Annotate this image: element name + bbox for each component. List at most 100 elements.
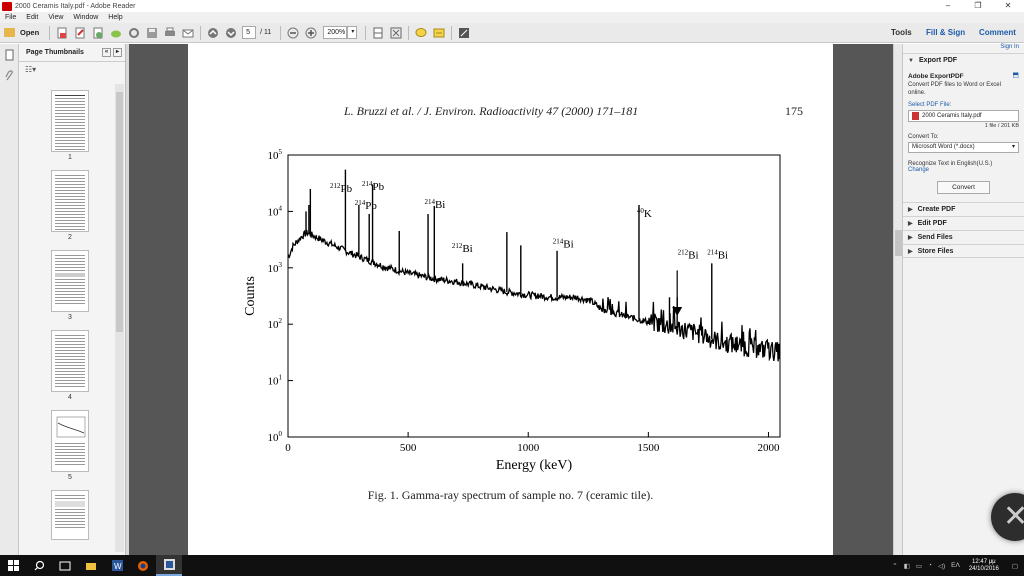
page-thumbnails-icon[interactable] [4, 49, 15, 63]
print-preview-icon[interactable] [90, 25, 106, 41]
windows-start-icon[interactable] [0, 555, 26, 576]
export-pdf-body: Adobe ExportPDF ⬒ Convert PDF files to W… [903, 67, 1024, 194]
export-pdf-section-header[interactable]: ▼ Export PDF [903, 53, 1024, 67]
file-explorer-icon[interactable] [78, 555, 104, 576]
settings-icon[interactable] [126, 25, 142, 41]
edit-pdf-section[interactable]: ▶ Edit PDF [903, 216, 1024, 230]
attachments-paperclip-icon[interactable] [4, 70, 15, 84]
page-thumbnail-2[interactable] [51, 170, 89, 232]
thumbnails-panel: Page Thumbnails « ▸ ☷▾ 1 2 3 4 5 [19, 44, 126, 555]
close-button[interactable]: ✕ [1004, 1, 1012, 10]
thumbnail-label: 2 [68, 234, 72, 241]
notifications-icon[interactable]: ▢ [1011, 562, 1018, 570]
thumbnail-label: 3 [68, 314, 72, 321]
zoom-in-icon[interactable] [303, 25, 319, 41]
email-icon[interactable] [180, 25, 196, 41]
menu-bar: File Edit View Window Help [0, 12, 1024, 23]
edit-pdf-icon[interactable] [72, 25, 88, 41]
highlight-icon[interactable] [431, 25, 447, 41]
search-icon[interactable] [26, 555, 52, 576]
document-scrollbar[interactable] [893, 44, 902, 555]
panel-menu-icon[interactable]: ▸ [113, 48, 122, 57]
file-meta: 1 file / 201 KB [984, 123, 1019, 129]
toolbar-separator [280, 25, 282, 40]
task-view-icon[interactable] [52, 555, 78, 576]
keyboard-language[interactable]: ΕΛ [951, 562, 960, 569]
maximize-button[interactable]: ❐ [974, 1, 982, 10]
acrobat-reader-taskbar-icon[interactable] [156, 555, 182, 576]
peak-annotation: 212Pb [330, 182, 353, 195]
tools-link[interactable]: Tools [891, 28, 912, 37]
system-tray: ⌃ ◧ ▭ ◔ ◁) ΕΛ 12:47 μμ 24/10/2016 ▢ [889, 555, 1024, 576]
convert-button[interactable]: Convert [937, 181, 990, 194]
minimize-button[interactable]: – [945, 1, 951, 10]
network-icon[interactable]: ◔ [928, 562, 932, 569]
save-icon[interactable] [144, 25, 160, 41]
read-mode-icon[interactable] [456, 25, 472, 41]
peak-annotation: 40K [637, 207, 652, 220]
cloud-upload-icon[interactable] [108, 25, 124, 41]
word-icon[interactable]: W [104, 555, 130, 576]
page-thumbnail-4[interactable] [51, 330, 89, 392]
read-mode-exit-icon[interactable]: ✕ [991, 493, 1024, 541]
convert-format-select[interactable]: Microsoft Word (*.docx) ▾ [908, 142, 1019, 153]
tray-chevron-up-icon[interactable]: ⌃ [892, 562, 898, 570]
page-thumbnail-6[interactable] [51, 490, 89, 540]
sign-in-link[interactable]: Sign In [1000, 44, 1019, 50]
full-screen-icon[interactable] [388, 25, 404, 41]
tray-app-icon[interactable]: ◧ [903, 562, 910, 570]
battery-icon[interactable]: ▭ [915, 562, 923, 570]
menu-help[interactable]: Help [108, 14, 123, 21]
thumbnails-title: Page Thumbnails [26, 49, 84, 56]
menu-window[interactable]: Window [73, 14, 99, 21]
collapse-panel-icon[interactable]: « [102, 48, 112, 57]
thumbnail-options-icon[interactable]: ☷▾ [25, 64, 37, 74]
y-tick-label: 102 [268, 317, 283, 331]
page-total: / 11 [260, 29, 272, 36]
y-tick-label: 105 [268, 148, 283, 162]
thumbnails-scrollbar-thumb[interactable] [116, 92, 123, 332]
send-files-section[interactable]: ▶ Send Files [903, 230, 1024, 244]
previous-page-icon[interactable] [205, 25, 221, 41]
create-pdf-section[interactable]: ▶ Create PDF [903, 202, 1024, 216]
open-label: Open [20, 28, 40, 37]
document-scrollbar-thumb[interactable] [895, 230, 902, 256]
fill-sign-link[interactable]: Fill & Sign [926, 28, 966, 37]
menu-file[interactable]: File [5, 14, 17, 21]
clock[interactable]: 12:47 μμ 24/10/2016 [969, 559, 999, 573]
page-thumbnail-5[interactable] [51, 410, 89, 472]
page-thumbnail-1[interactable] [51, 90, 89, 152]
volume-icon[interactable]: ◁) [937, 562, 946, 570]
chevron-right-icon: ▶ [908, 248, 913, 255]
peak-annotation: 214Bi [707, 249, 728, 262]
print-icon[interactable] [162, 25, 178, 41]
comment-bubble-icon[interactable] [413, 25, 429, 41]
chevron-down-icon: ▾ [1011, 144, 1015, 150]
firefox-icon[interactable] [130, 555, 156, 576]
zoom-level-input[interactable]: 200% [323, 26, 348, 39]
page-number-input[interactable]: 5 [242, 26, 257, 39]
document-viewer[interactable]: L. Bruzzi et al. / J. Environ. Radioacti… [129, 44, 893, 555]
open-button[interactable]: Open [4, 28, 39, 37]
zoom-dropdown-chevron-down-icon[interactable]: ▾ [347, 26, 358, 39]
page-thumbnail-3[interactable] [51, 250, 89, 312]
thumbnail-label: 1 [68, 154, 72, 161]
create-pdf-icon[interactable] [54, 25, 70, 41]
running-header-text: L. Bruzzi et al. / J. Environ. Radioacti… [344, 104, 639, 118]
thumbnail-label: 5 [68, 474, 72, 481]
menu-edit[interactable]: Edit [26, 14, 39, 21]
next-page-icon[interactable] [223, 25, 239, 41]
selected-file-field[interactable]: 2000 Ceramis Italy.pdf [908, 110, 1019, 122]
pdf-page: L. Bruzzi et al. / J. Environ. Radioacti… [188, 44, 833, 555]
thumbnails-scrollbar[interactable] [115, 84, 124, 552]
panel-splitter[interactable] [126, 44, 129, 555]
chevron-right-icon: ▶ [908, 221, 913, 227]
comment-link[interactable]: Comment [979, 28, 1016, 37]
fit-page-icon[interactable] [370, 25, 386, 41]
store-files-section[interactable]: ▶ Store Files [903, 244, 1024, 258]
menu-view[interactable]: View [48, 14, 64, 21]
zoom-out-icon[interactable] [285, 25, 301, 41]
change-language-link[interactable]: Change [908, 167, 930, 173]
y-tick-label: 100 [268, 430, 283, 444]
clock-time: 12:47 μμ [972, 558, 996, 565]
